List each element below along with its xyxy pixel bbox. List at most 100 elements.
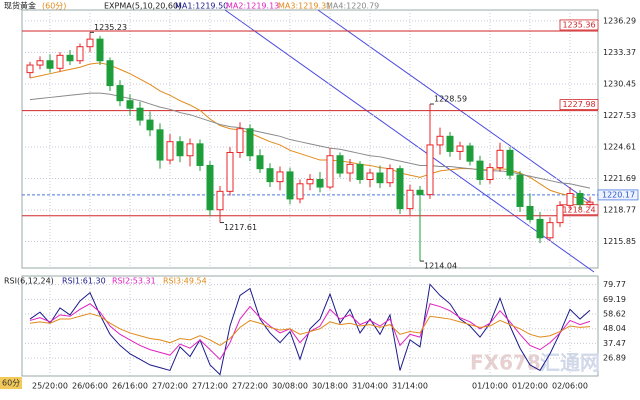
y-tick-label: 58.62 (603, 310, 626, 319)
candle-body (266, 168, 274, 183)
candle-body (96, 38, 104, 62)
legend-entry: MA4:1220.79 (326, 2, 379, 11)
candle-body (346, 163, 354, 174)
extreme-label: 1235.23 (94, 23, 127, 32)
y-tick-label: 1227.53 (603, 111, 636, 120)
candle-body (76, 46, 84, 62)
candle-body (146, 119, 154, 131)
candle-body (446, 135, 454, 152)
legend-entry: RSI1:61.30 (62, 277, 106, 286)
channel-line (317, 9, 595, 206)
candle-body (406, 189, 414, 210)
candle-body (66, 54, 74, 62)
candle-body (556, 204, 564, 224)
candle-body (256, 155, 264, 170)
candle-body (566, 193, 574, 206)
x-tick-label: 25/20:00 (32, 382, 68, 391)
y-tick-label: 48.04 (603, 324, 626, 333)
rsi-panel (21, 275, 599, 377)
y-tick-label: 1215.85 (603, 237, 636, 246)
candle-body (496, 149, 504, 169)
candle-body (246, 128, 254, 157)
x-tick-label: 26/16:00 (112, 382, 148, 391)
candle-body (176, 141, 184, 157)
candle-body (336, 155, 344, 174)
candle-body (286, 171, 294, 200)
candle-body (166, 141, 174, 161)
y-tick-label: 1233.37 (603, 48, 636, 57)
series-line (29, 62, 591, 205)
x-tick-label: 27/22:00 (232, 382, 268, 391)
y-tick-label: 69.19 (603, 295, 626, 304)
candle-body (296, 183, 304, 200)
extreme-label: 1228.59 (434, 95, 467, 104)
candle-body (56, 54, 64, 69)
x-tick-label: 02/06:00 (552, 382, 588, 391)
channel-line (224, 9, 595, 273)
instrument-title: 现货黄金 (4, 1, 36, 11)
y-tick-label: 1224.61 (603, 142, 636, 151)
last-price-box (597, 189, 639, 201)
candle-body (316, 178, 324, 188)
price-level-box (559, 19, 599, 31)
candle-body (456, 145, 464, 152)
candle-body (506, 149, 514, 176)
y-tick-label: 1218.77 (603, 206, 636, 215)
x-tick-label: 27/02:00 (152, 382, 188, 391)
candle-body (426, 144, 434, 196)
y-tick-label: 26.89 (603, 354, 626, 363)
candle-body (136, 107, 144, 121)
candle-body (86, 38, 94, 48)
legend-entry: MA3:1219.31 (278, 2, 331, 11)
candle-body (486, 167, 494, 180)
candle-body (546, 222, 554, 239)
legend-entry: MA2:1219.13 (226, 2, 279, 11)
candle-body (516, 174, 524, 207)
candle-body (156, 129, 164, 161)
candle-body (186, 143, 194, 157)
candle-body (376, 172, 384, 184)
candle-body (476, 160, 484, 180)
y-tick-label: 1236.29 (603, 16, 636, 25)
last-price-label: 1220.17 (602, 190, 635, 199)
candle-body (526, 205, 534, 220)
x-tick-label: 27/12:00 (192, 382, 228, 391)
candle-body (386, 168, 394, 184)
candle-body (306, 178, 314, 185)
legend-entry: RSI2:53.31 (112, 277, 156, 286)
candle-body (416, 189, 424, 196)
price-level-label: 1218.24 (562, 205, 595, 214)
candle-body (216, 190, 224, 211)
y-tick-label: 79.77 (603, 280, 626, 289)
main-panel (21, 9, 599, 269)
x-tick-label: 01/10:00 (472, 382, 508, 391)
x-tick-label: 01/20:00 (512, 382, 548, 391)
x-tick-label: 31/14:00 (392, 382, 428, 391)
candle-body (326, 155, 334, 188)
y-tick-label: 1221.69 (603, 174, 636, 183)
x-tick-label: 30/08:00 (272, 382, 308, 391)
candle-body (276, 171, 284, 183)
candle-body (536, 218, 544, 239)
candle-body (26, 64, 34, 74)
y-tick-label: 1230.45 (603, 79, 636, 88)
legend-entry: MA1:1219.50 (175, 2, 228, 11)
y-tick-label: 37.47 (603, 339, 626, 348)
candle-body (396, 168, 404, 210)
candle-body (116, 85, 124, 102)
candle-body (196, 143, 204, 166)
series-line (29, 312, 591, 347)
extreme-label: 1217.61 (224, 223, 257, 232)
candle-body (586, 201, 594, 205)
price-level-label: 1235.36 (562, 20, 595, 29)
candle-body (576, 193, 584, 205)
x-tick-label: 31/04:00 (352, 382, 388, 391)
candle-body (106, 60, 114, 87)
indicator-title: EXPMA(5,10,20,60) (104, 2, 181, 11)
candle-body (36, 60, 44, 66)
x-tick-label: 26/06:00 (72, 382, 108, 391)
candle-body (226, 151, 234, 192)
candle-body (436, 135, 444, 146)
